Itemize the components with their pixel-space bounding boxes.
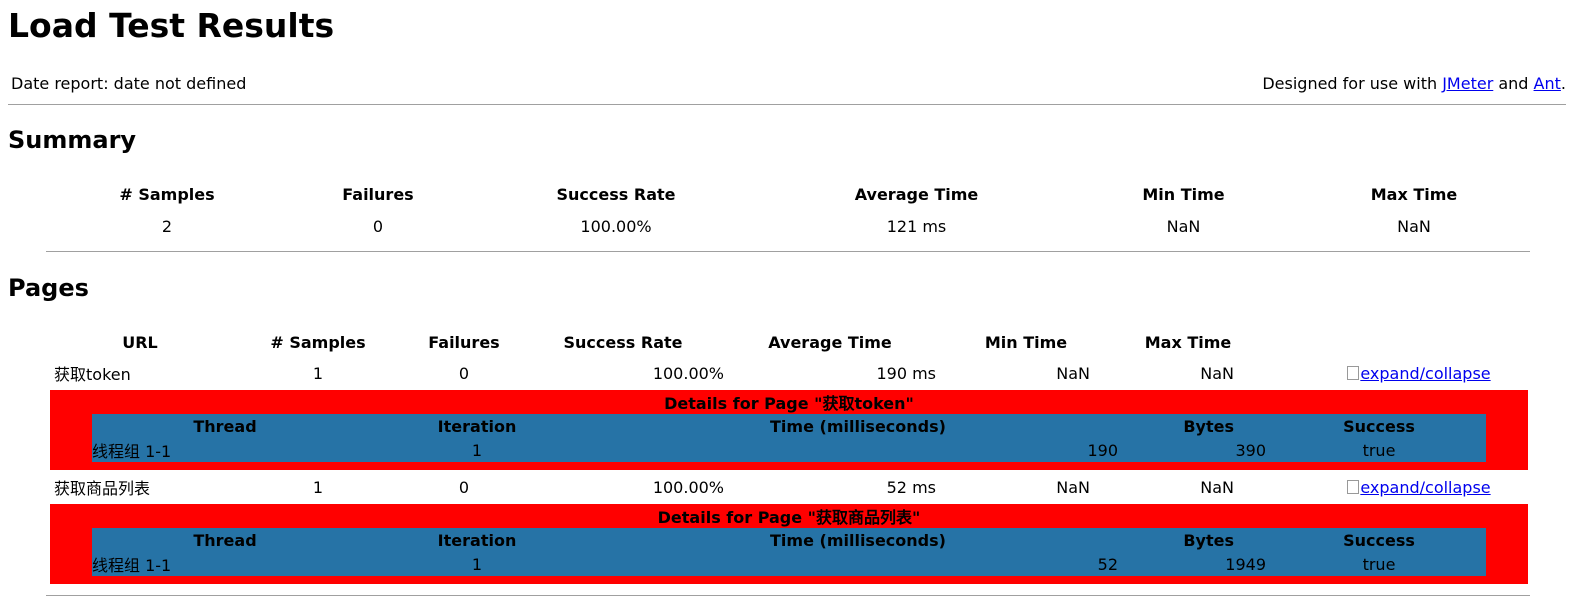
- designed-for-prefix: Designed for use with: [1262, 74, 1443, 93]
- details-success: true: [1362, 440, 1396, 460]
- details-header-success: Success: [1343, 530, 1415, 550]
- summary-header-row: # Samples Failures Success Rate Average …: [46, 180, 1530, 208]
- details-header-row: Thread Iteration Time (milliseconds) Byt…: [92, 528, 1486, 552]
- page-success-rate: 100.00%: [652, 363, 724, 383]
- details-iteration: 1: [471, 440, 483, 460]
- details-iteration: 1: [471, 554, 483, 574]
- page-failures: 0: [458, 363, 470, 383]
- details-thread: 线程组 1-1: [92, 556, 172, 575]
- details-thread: 线程组 1-1: [92, 442, 172, 461]
- page-url: 获取token: [54, 365, 131, 384]
- page-samples: 1: [312, 363, 324, 383]
- date-report: Date report: date not defined: [11, 74, 247, 93]
- page-row: 获取token 1 0 100.00% 190 ms NaN NaN expan…: [50, 356, 1528, 390]
- page-title: Load Test Results: [8, 6, 335, 45]
- details-title: Details for Page "获取token": [664, 394, 914, 413]
- pages-header-average-time: Average Time: [768, 332, 892, 352]
- summary-samples: 2: [161, 216, 173, 236]
- designed-for: Designed for use with JMeter and Ant.: [1262, 74, 1566, 93]
- designed-for-mid: and: [1493, 74, 1534, 93]
- summary-header-min-time: Min Time: [1142, 184, 1225, 204]
- expand-collapse-label: expand/collapse: [1360, 477, 1491, 497]
- expand-cell: expand/collapse: [1260, 356, 1528, 390]
- details-time: 52: [1097, 554, 1118, 574]
- pages-header-failures: Failures: [428, 332, 500, 352]
- details-header-thread: Thread: [193, 416, 257, 436]
- expand-collapse-link[interactable]: expand/collapse: [1347, 363, 1491, 383]
- pages-header-min-time: Min Time: [984, 332, 1068, 352]
- jmeter-link[interactable]: JMeter: [1442, 74, 1494, 93]
- expand-cell: expand/collapse: [1260, 470, 1528, 504]
- details-success: true: [1362, 554, 1396, 574]
- summary-max-time: NaN: [1397, 216, 1431, 236]
- details-header-bytes: Bytes: [1183, 416, 1234, 436]
- summary-header-failures: Failures: [342, 184, 414, 204]
- details-table: Thread Iteration Time (milliseconds) Byt…: [92, 414, 1486, 462]
- summary-heading: Summary: [8, 126, 137, 154]
- summary-header-max-time: Max Time: [1370, 184, 1458, 204]
- page-average-time: 190 ms: [876, 363, 936, 383]
- pages-table: URL # Samples Failures Success Rate Aver…: [50, 328, 1528, 584]
- details-header-row: Thread Iteration Time (milliseconds) Byt…: [92, 414, 1486, 438]
- summary-table: # Samples Failures Success Rate Average …: [46, 180, 1530, 244]
- details-panel: Details for Page "获取商品列表" Thread Iterati…: [50, 504, 1528, 584]
- summary-failures: 0: [372, 216, 384, 236]
- page-samples: 1: [312, 477, 324, 497]
- page-failures: 0: [458, 477, 470, 497]
- details-row: Details for Page "获取token" Thread Iterat…: [50, 390, 1528, 470]
- broken-image-icon: [1347, 479, 1360, 494]
- details-header-time: Time (milliseconds): [770, 416, 946, 436]
- details-value-row: 线程组 1-1 1 190 390 true: [92, 438, 1486, 462]
- details-time: 190: [1087, 440, 1118, 460]
- details-header-bytes: Bytes: [1183, 530, 1234, 550]
- pages-divider: [46, 595, 1530, 596]
- pages-header-max-time: Max Time: [1144, 332, 1232, 352]
- page-average-time: 52 ms: [886, 477, 936, 497]
- details-panel: Details for Page "获取token" Thread Iterat…: [50, 390, 1528, 470]
- summary-header-samples: # Samples: [119, 184, 215, 204]
- date-bar: Date report: date not defined Designed f…: [8, 72, 1566, 105]
- details-header-thread: Thread: [193, 530, 257, 550]
- page-min-time: NaN: [1056, 477, 1090, 497]
- pages-header-blank: [1260, 328, 1528, 356]
- details-header-iteration: Iteration: [437, 530, 517, 550]
- pages-header-row: URL # Samples Failures Success Rate Aver…: [50, 328, 1528, 356]
- page-row: 获取商品列表 1 0 100.00% 52 ms NaN NaN expand/…: [50, 470, 1528, 504]
- ant-link[interactable]: Ant: [1533, 74, 1561, 93]
- summary-divider: [46, 251, 1530, 252]
- details-header-success: Success: [1343, 416, 1415, 436]
- pages-heading: Pages: [8, 274, 89, 302]
- details-row: Details for Page "获取商品列表" Thread Iterati…: [50, 504, 1528, 584]
- summary-min-time: NaN: [1166, 216, 1201, 236]
- details-header-iteration: Iteration: [437, 416, 517, 436]
- page-url: 获取商品列表: [54, 479, 151, 498]
- summary-header-average-time: Average Time: [854, 184, 979, 204]
- designed-for-suffix: .: [1560, 74, 1566, 93]
- details-bytes: 390: [1235, 440, 1266, 460]
- page-max-time: NaN: [1200, 363, 1234, 383]
- page-min-time: NaN: [1056, 363, 1090, 383]
- summary-value-row: 2 0 100.00% 121 ms NaN NaN: [46, 208, 1530, 244]
- pages-header-url: URL: [122, 332, 158, 352]
- details-value-row: 线程组 1-1 1 52 1949 true: [92, 552, 1486, 576]
- details-title: Details for Page "获取商品列表": [657, 508, 921, 527]
- expand-collapse-label: expand/collapse: [1360, 363, 1491, 383]
- summary-header-success-rate: Success Rate: [556, 184, 676, 204]
- pages-header-samples: # Samples: [270, 332, 366, 352]
- page-success-rate: 100.00%: [652, 477, 724, 497]
- pages-header-success-rate: Success Rate: [563, 332, 683, 352]
- summary-average-time: 121 ms: [886, 216, 947, 236]
- details-bytes: 1949: [1225, 554, 1266, 574]
- details-table: Thread Iteration Time (milliseconds) Byt…: [92, 528, 1486, 576]
- details-header-time: Time (milliseconds): [770, 530, 946, 550]
- broken-image-icon: [1347, 365, 1360, 380]
- expand-collapse-link[interactable]: expand/collapse: [1347, 477, 1491, 497]
- page-max-time: NaN: [1200, 477, 1234, 497]
- summary-success-rate: 100.00%: [580, 216, 652, 236]
